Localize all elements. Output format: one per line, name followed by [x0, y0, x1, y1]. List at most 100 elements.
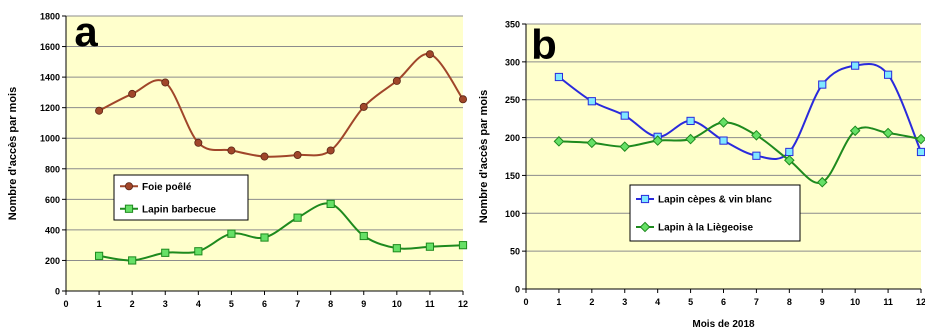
panel-letter: b [531, 21, 557, 68]
data-point [194, 247, 203, 256]
data-point [718, 117, 729, 128]
legend-label: Lapin cèpes & vin blanc [658, 195, 772, 206]
data-point [686, 116, 695, 126]
series-2 [553, 117, 925, 188]
y-tick-label: 1400 [40, 73, 60, 83]
data-point [293, 213, 302, 222]
data-point [587, 97, 596, 106]
y-tick-label: 50 [510, 247, 520, 257]
data-point [128, 89, 137, 98]
x-tick-label: 3 [163, 299, 168, 309]
x-axis-label: Mois de 2018 [692, 319, 755, 330]
x-tick-label: 8 [787, 297, 792, 307]
y-tick-label: 1000 [40, 134, 60, 144]
x-tick-label: 4 [655, 297, 660, 307]
x-tick-label: 2 [589, 297, 594, 307]
data-point [784, 154, 795, 166]
data-point [194, 138, 203, 147]
y-tick-label: 150 [505, 171, 520, 181]
x-tick-label: 4 [196, 299, 201, 309]
data-point [554, 72, 564, 82]
data-point [882, 127, 894, 139]
panel-letter: a [74, 8, 98, 55]
data-point [619, 141, 631, 152]
y-tick-label: 800 [45, 164, 60, 174]
data-point [161, 78, 170, 87]
data-point [883, 70, 893, 79]
data-point [586, 137, 598, 149]
data-point [685, 133, 696, 145]
legend-swatch-marker [639, 221, 651, 233]
series-2 [94, 199, 468, 265]
data-point [392, 76, 401, 85]
y-axis-label: Nombre d'accès par mois [7, 87, 19, 220]
data-point [293, 151, 302, 160]
data-point [818, 80, 827, 89]
y-tick-label: 600 [45, 195, 60, 205]
y-tick-label: 1800 [40, 12, 60, 22]
data-point [161, 248, 170, 257]
data-point [94, 251, 104, 260]
x-tick-label: 0 [63, 299, 68, 309]
data-point [652, 135, 663, 146]
data-point [128, 256, 137, 265]
y-tick-label: 100 [505, 209, 520, 219]
legend-swatch-marker [125, 182, 134, 191]
x-tick-label: 6 [262, 299, 267, 309]
data-point [359, 102, 368, 111]
data-point [785, 147, 794, 157]
x-tick-label: 10 [850, 297, 860, 307]
data-point [227, 146, 236, 155]
y-tick-label: 400 [45, 225, 60, 235]
legend: Lapin cèpes & vin blanc Lapin à la Liègeo… [629, 184, 801, 242]
y-tick-label: 1200 [40, 103, 60, 113]
y-tick-label: 1600 [40, 42, 60, 52]
data-point [553, 136, 565, 147]
x-tick-label: 7 [295, 299, 300, 309]
data-point [849, 125, 861, 137]
data-point [425, 242, 435, 251]
y-tick-label: 0 [515, 285, 520, 295]
data-point [916, 147, 925, 157]
data-point [260, 233, 269, 242]
legend: Foie poêlé Lapin barbecue [113, 174, 249, 221]
x-tick-label: 2 [130, 299, 135, 309]
series-1 [95, 50, 467, 161]
y-axis-label: Nombre d'accès par mois [478, 90, 490, 223]
x-tick-label: 1 [97, 299, 102, 309]
data-point [458, 95, 467, 104]
y-tick-label: 300 [505, 57, 520, 67]
legend-swatch-marker [640, 194, 650, 204]
x-tick-label: 11 [883, 297, 893, 307]
x-tick-label: 0 [523, 297, 528, 307]
x-tick-label: 6 [721, 297, 726, 307]
data-point [326, 199, 335, 209]
data-point [227, 229, 236, 238]
data-point [392, 244, 401, 253]
y-tick-label: 0 [55, 287, 60, 297]
data-point [915, 133, 925, 145]
x-tick-label: 7 [754, 297, 759, 307]
x-tick-label: 8 [328, 299, 333, 309]
legend-box [629, 184, 801, 242]
data-point [95, 106, 104, 115]
y-tick-label: 200 [45, 256, 60, 266]
data-point [751, 129, 762, 141]
x-tick-label: 5 [229, 299, 234, 309]
x-tick-label: 1 [556, 297, 561, 307]
legend-box [113, 174, 249, 221]
x-tick-label: 12 [916, 297, 925, 307]
data-point [816, 176, 828, 188]
x-tick-label: 9 [361, 299, 366, 309]
x-tick-label: 12 [458, 299, 468, 309]
y-tick-label: 250 [505, 95, 520, 105]
x-tick-label: 9 [820, 297, 825, 307]
legend-label: Lapin barbecue [142, 204, 216, 215]
data-point [851, 61, 860, 70]
data-point [260, 152, 269, 161]
legend-label: Lapin à la Liègeoise [658, 223, 753, 234]
x-tick-label: 10 [392, 299, 402, 309]
